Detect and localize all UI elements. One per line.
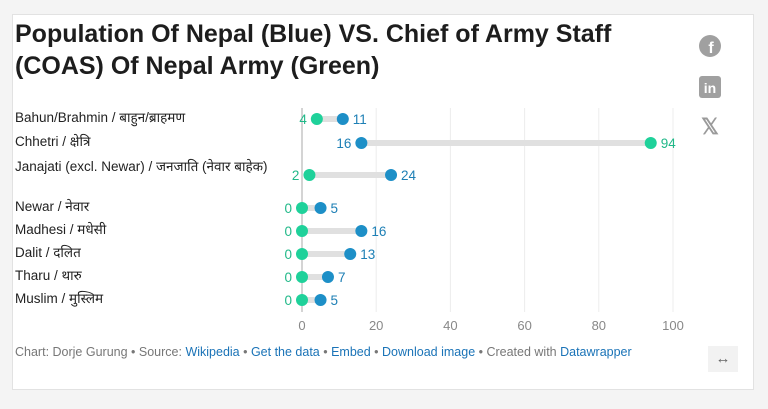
- green-value-label: 4: [299, 112, 307, 127]
- credit-text: Chart: Dorje Gurung • Source:: [15, 345, 186, 359]
- blue-value-label: 5: [331, 201, 339, 216]
- blue-value-label: 11: [353, 112, 367, 127]
- green-dot: [296, 202, 308, 214]
- x-tick-label: 20: [369, 318, 383, 333]
- blue-dot: [336, 113, 349, 125]
- green-dot: [310, 113, 323, 125]
- green-dot: [296, 248, 308, 260]
- category-label: Madhesi / मधेसी: [15, 222, 107, 237]
- green-value-label: 0: [284, 270, 292, 285]
- blue-dot: [344, 248, 357, 260]
- x-tick-label: 60: [517, 318, 531, 333]
- source-link[interactable]: Wikipedia: [185, 345, 240, 359]
- blue-value-label: 13: [360, 247, 375, 262]
- blue-dot: [314, 294, 327, 306]
- blue-value-label: 24: [401, 168, 417, 183]
- sep: • Created with: [475, 345, 561, 359]
- green-dot: [296, 225, 308, 237]
- sep: •: [239, 345, 251, 359]
- green-dot: [296, 271, 308, 283]
- green-dot: [644, 137, 657, 149]
- chart-footer: Chart: Dorje Gurung • Source: Wikipedia …: [15, 345, 632, 359]
- green-dot: [296, 294, 308, 306]
- linkedin-icon[interactable]: in: [698, 75, 722, 99]
- datawrapper-link[interactable]: Datawrapper: [560, 345, 632, 359]
- blue-dot: [355, 137, 368, 149]
- x-tick-label: 0: [298, 318, 305, 333]
- green-value-label: 2: [292, 168, 300, 183]
- blue-value-label: 16: [371, 224, 386, 239]
- svg-text:in: in: [704, 80, 716, 96]
- get-data-link[interactable]: Get the data: [250, 345, 320, 359]
- category-label: Bahun/Brahmin / बाहुन/ब्राहमण: [15, 110, 186, 125]
- blue-value-label: 7: [338, 270, 346, 285]
- green-dot: [303, 169, 316, 181]
- sep: •: [319, 345, 332, 359]
- download-image-link[interactable]: Download image: [382, 345, 476, 359]
- category-label: Janajati (excl. Newar) / जनजाति (नेवार ब…: [15, 159, 268, 174]
- svg-text:f: f: [708, 40, 714, 57]
- chart-card: [12, 14, 754, 390]
- x-tick-label: 100: [662, 318, 684, 333]
- blue-value-label: 5: [331, 293, 339, 308]
- green-value-label: 0: [284, 201, 292, 216]
- x-icon[interactable]: 𝕏: [701, 114, 719, 139]
- blue-dot: [385, 169, 398, 181]
- green-value-label: 0: [284, 224, 292, 239]
- x-tick-label: 80: [592, 318, 606, 333]
- category-label: Muslim / मुस्लिम: [15, 291, 104, 306]
- category-label: Newar / नेवार: [15, 199, 90, 214]
- facebook-icon[interactable]: f: [698, 34, 722, 58]
- blue-dot: [314, 202, 327, 214]
- blue-dot: [355, 225, 368, 237]
- blue-value-label: 16: [336, 136, 351, 151]
- green-value-label: 94: [661, 136, 677, 151]
- category-label: Dalit / दलित: [15, 245, 81, 260]
- sep: •: [370, 345, 383, 359]
- x-tick-label: 40: [443, 318, 457, 333]
- embed-link[interactable]: Embed: [331, 345, 371, 359]
- expand-icon[interactable]: ↔: [708, 346, 738, 372]
- category-label: Chhetri / क्षेत्रि: [15, 134, 91, 149]
- green-value-label: 0: [284, 247, 292, 262]
- blue-dot: [321, 271, 334, 283]
- category-label: Tharu / थारु: [15, 268, 82, 283]
- chart-title: Population Of Nepal (Blue) VS. Chief of …: [15, 20, 612, 80]
- green-value-label: 0: [284, 293, 292, 308]
